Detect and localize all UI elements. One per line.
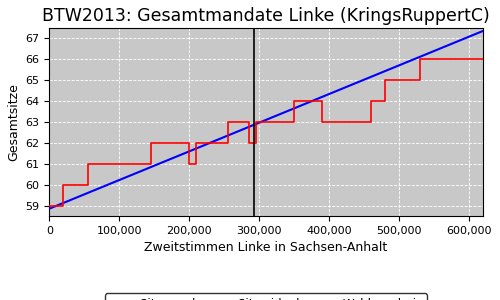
- Sitze real: [46, 204, 52, 207]
- Sitze real: [319, 120, 325, 124]
- Sitze real: [246, 120, 252, 124]
- Sitze real: [246, 141, 252, 145]
- Sitze real: [193, 141, 199, 145]
- Line: Sitze real: Sitze real: [50, 59, 483, 206]
- Sitze real: [382, 78, 388, 82]
- Sitze real: [85, 162, 91, 166]
- Sitze real: [382, 99, 388, 103]
- Sitze real: [186, 141, 192, 145]
- Sitze real: [252, 120, 258, 124]
- X-axis label: Zweitstimmen Linke in Sachsen-Anhalt: Zweitstimmen Linke in Sachsen-Anhalt: [144, 241, 388, 254]
- Sitze real: [417, 78, 423, 82]
- Legend: Sitze real, Sitze ideal, Wahlergebnis: Sitze real, Sitze ideal, Wahlergebnis: [105, 293, 427, 300]
- Sitze real: [85, 183, 91, 186]
- Sitze real: [368, 120, 374, 124]
- Sitze real: [434, 57, 440, 61]
- Title: BTW2013: Gesamtmandate Linke (KringsRuppertC): BTW2013: Gesamtmandate Linke (KringsRupp…: [42, 7, 490, 25]
- Sitze real: [291, 120, 297, 124]
- Y-axis label: Gesamtsitze: Gesamtsitze: [7, 83, 20, 161]
- Sitze real: [186, 162, 192, 166]
- Sitze real: [60, 183, 66, 186]
- Sitze real: [417, 57, 423, 61]
- Sitze real: [252, 141, 258, 145]
- Sitze real: [224, 120, 230, 124]
- Sitze real: [148, 162, 154, 166]
- Sitze real: [291, 99, 297, 103]
- Sitze real: [319, 99, 325, 103]
- Sitze real: [148, 141, 154, 145]
- Sitze real: [224, 141, 230, 145]
- Sitze real: [434, 57, 440, 61]
- Sitze real: [480, 57, 486, 61]
- Sitze real: [60, 204, 66, 207]
- Sitze real: [368, 99, 374, 103]
- Sitze real: [193, 162, 199, 166]
